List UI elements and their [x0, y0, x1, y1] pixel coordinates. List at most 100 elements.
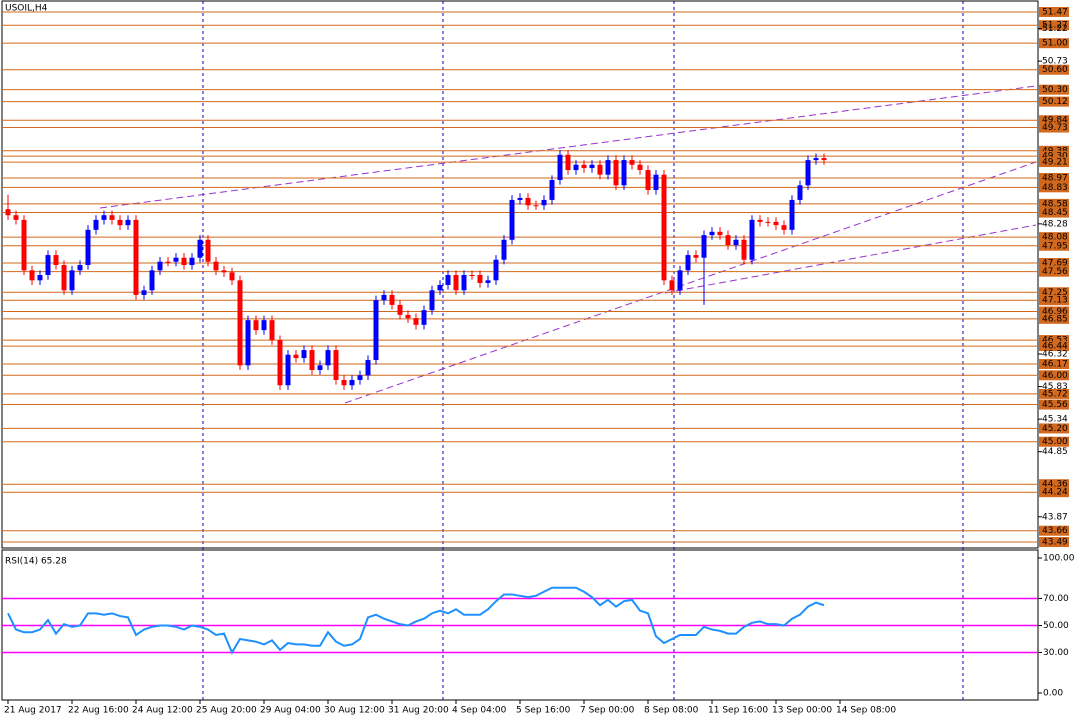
level-label: 48.45 — [1042, 208, 1068, 218]
level-tag — [1039, 287, 1069, 298]
candle-body — [221, 270, 227, 273]
candle-body — [789, 199, 795, 230]
candle-body — [805, 160, 811, 186]
candle-body — [253, 320, 259, 331]
x-tick-label: 13 Sep 00:00 — [772, 706, 832, 716]
candle-body — [453, 274, 459, 291]
candle-body — [389, 294, 395, 305]
candle-body — [469, 274, 475, 276]
candle-body — [181, 257, 187, 266]
y-tick-label: 43.87 — [1042, 512, 1068, 522]
level-label: 46.85 — [1042, 314, 1068, 324]
candle-body — [517, 197, 523, 200]
level-label: 50.30 — [1042, 85, 1068, 95]
level-label: 51.47 — [1042, 7, 1068, 17]
level-label: 50.12 — [1042, 97, 1068, 107]
level-label: 46.44 — [1042, 342, 1068, 352]
candle-body — [461, 274, 467, 291]
level-tag — [1039, 537, 1069, 548]
level-label: 49.73 — [1042, 123, 1068, 133]
level-tag — [1039, 240, 1069, 251]
level-label: 49.21 — [1042, 158, 1068, 168]
candle-body — [637, 164, 643, 171]
x-tick-label: 24 Aug 12:00 — [132, 706, 193, 716]
x-tick-label: 5 Sep 16:00 — [516, 706, 571, 716]
candle-body — [381, 294, 387, 301]
x-tick-label: 25 Aug 20:00 — [196, 706, 257, 716]
level-tag — [1039, 388, 1069, 399]
level-tag — [1039, 38, 1069, 49]
candle-body — [93, 219, 99, 230]
y-tick-label: 48.28 — [1042, 219, 1068, 229]
level-tag — [1039, 487, 1069, 498]
candle-body — [237, 280, 243, 366]
level-label: 49.84 — [1042, 116, 1068, 126]
candle-body — [749, 219, 755, 260]
candle-body — [205, 239, 211, 262]
candle-body — [685, 255, 691, 271]
level-label: 48.08 — [1042, 233, 1068, 243]
level-tag — [1039, 370, 1069, 381]
candle-body — [709, 231, 715, 236]
candle-body — [493, 259, 499, 281]
level-label: 45.20 — [1042, 424, 1068, 434]
candle-body — [429, 290, 435, 311]
candle-body — [765, 221, 771, 223]
candle-body — [533, 205, 539, 207]
y-tick-label: 44.85 — [1042, 447, 1068, 457]
candle-body — [509, 199, 515, 240]
candle-body — [541, 199, 547, 206]
level-label: 51.27 — [1042, 21, 1068, 31]
level-tag — [1039, 122, 1069, 133]
candle-body — [677, 270, 683, 291]
level-tag — [1039, 479, 1069, 490]
candle-body — [21, 219, 27, 271]
candle-body — [317, 365, 323, 370]
candle-body — [325, 350, 331, 366]
level-tag — [1039, 313, 1069, 324]
candle-body — [197, 239, 203, 258]
level-label: 49.30 — [1042, 152, 1068, 162]
level-tag — [1039, 399, 1069, 410]
level-tag — [1039, 198, 1069, 209]
candle-body — [525, 197, 531, 206]
y-tick-label: 100.00 — [1043, 554, 1075, 564]
level-tag — [1039, 157, 1069, 168]
x-tick-label: 4 Sep 04:00 — [452, 706, 507, 716]
level-label: 43.49 — [1042, 538, 1068, 548]
x-tick-label: 29 Aug 04:00 — [260, 706, 321, 716]
level-tag — [1039, 295, 1069, 306]
candle-body — [621, 160, 627, 186]
candle-body — [717, 231, 723, 236]
candle-body — [477, 274, 483, 283]
candle-body — [365, 360, 371, 376]
candle-body — [357, 375, 363, 380]
candle-body — [53, 255, 59, 266]
candle-body — [589, 164, 595, 169]
candle-body — [285, 354, 291, 386]
rsi-title: RSI(14) 65.28 — [5, 557, 67, 567]
level-tag — [1039, 6, 1069, 17]
level-tag — [1039, 436, 1069, 447]
candle-body — [269, 320, 275, 341]
candle-body — [173, 257, 179, 262]
candle-body — [397, 304, 403, 315]
y-tick-label: 46.32 — [1042, 350, 1068, 360]
candle-body — [37, 274, 43, 281]
candle-body — [45, 255, 51, 275]
y-tick-label: 45.83 — [1042, 382, 1068, 392]
level-label: 51.00 — [1042, 39, 1068, 49]
candle-body — [741, 239, 747, 260]
candle-body — [629, 160, 635, 165]
level-tag — [1039, 258, 1069, 269]
candle-body — [405, 314, 411, 319]
candle-body — [61, 265, 67, 291]
level-label: 46.17 — [1042, 360, 1068, 370]
level-tag — [1039, 266, 1069, 277]
candle-body — [437, 284, 443, 291]
level-label: 43.66 — [1042, 526, 1068, 536]
x-tick-label: 22 Aug 16:00 — [68, 706, 129, 716]
x-tick-label: 21 Aug 2017 — [4, 706, 62, 716]
candle-body — [773, 221, 779, 226]
candle-body — [333, 350, 339, 380]
